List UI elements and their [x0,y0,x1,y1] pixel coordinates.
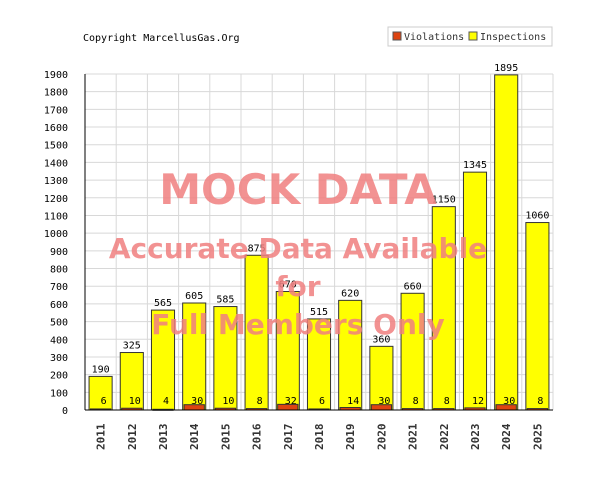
y-tick-label: 200 [50,371,68,382]
y-tick-label: 0 [62,406,68,417]
x-tick-label: 2018 [313,424,326,451]
y-tick-label: 1900 [44,70,68,81]
x-tick-label: 2022 [438,424,451,451]
y-tick-label: 900 [50,247,68,258]
x-tick-label: 2025 [531,424,544,451]
violations-data-label: 14 [347,396,359,407]
x-tick-label: 2023 [469,424,482,451]
violations-data-label: 4 [163,396,169,407]
inspections-data-label: 1060 [525,211,549,222]
y-tick-label: 1100 [44,211,68,222]
inspections-bar [462,171,488,411]
x-tick-label: 2013 [157,424,170,451]
y-tick-label: 1200 [44,194,68,205]
watermark-line-1: MOCK DATA [159,165,437,214]
legend-label-inspections: Inspections [480,32,546,43]
inspections-data-label: 565 [154,298,172,309]
inspections-data-label: 325 [123,341,141,352]
violations-data-label: 8 [444,396,450,407]
inspections-data-label: 585 [216,295,234,306]
y-tick-label: 700 [50,282,68,293]
inspections-data-label: 515 [310,307,328,318]
x-tick-label: 2019 [344,424,357,451]
violations-data-label: 30 [191,396,203,407]
violations-data-label: 6 [319,396,325,407]
watermark-line-2: Accurate Data Available [109,232,487,265]
violations-data-label: 12 [472,396,484,407]
x-tick-label: 2021 [407,423,420,450]
violations-data-label: 8 [257,396,263,407]
inspections-data-label: 1345 [463,160,487,171]
violations-data-label: 10 [129,396,141,407]
y-axis: 0 100 200 300 400 500 600 700 800 900 1000 1100 1200… [44,70,86,417]
x-tick-label: 2011 [95,423,108,450]
inspections-bar [494,74,519,411]
y-tick-label: 1300 [44,176,68,187]
y-tick-label: 1500 [44,141,68,152]
violations-data-label: 6 [101,396,107,407]
violations-data-label: 8 [413,396,419,407]
y-tick-label: 1600 [44,123,68,134]
y-tick-label: 1800 [44,88,68,99]
y-tick-label: 500 [50,318,68,329]
y-tick-label: 1700 [44,105,68,116]
x-axis: 2011 2012 2013 2014 2015 2016 2017 2018 2019 2020… [85,409,553,451]
legend-swatch-inspections [468,31,478,41]
x-tick-label: 2020 [375,424,388,451]
inspections-data-label: 875 [248,243,266,254]
inspections-data-label: 360 [372,334,390,345]
y-tick-label: 1000 [44,229,68,240]
inspections-data-label: 1150 [432,195,456,206]
violations-data-label: 32 [285,396,297,407]
x-tick-label: 2024 [500,423,513,450]
x-tick-label: 2015 [219,424,232,451]
x-tick-label: 2017 [282,424,295,451]
violations-data-label: 30 [503,396,515,407]
inspections-bar [525,222,550,411]
x-tick-label: 2016 [251,423,264,450]
y-tick-label: 100 [50,388,68,399]
watermark-line-4: Full Members Only [151,308,444,341]
x-tick-label: 2014 [188,423,201,450]
y-tick-label: 800 [50,265,68,276]
x-tick-label: 2012 [126,424,139,451]
inspections-data-label: 620 [341,288,359,299]
copyright-text: Copyright MarcellusGas.Org [83,33,240,44]
inspections-data-label: 1895 [494,63,518,74]
inspections-data-label: 670 [279,280,297,291]
inspections-data-label: 190 [92,364,110,375]
inspections-data-label: 605 [185,291,203,302]
legend-swatch-violations [392,31,402,41]
violations-data-label: 8 [537,396,543,407]
y-tick-label: 300 [50,353,68,364]
bars: 190 6 325 10 565 4 605 30 585 10 875 8 670 32 515 6 620 1… [88,63,550,411]
y-tick-label: 400 [50,335,68,346]
watermark-line-3: for [275,270,320,303]
violations-data-label: 10 [222,396,234,407]
violations-data-label: 30 [378,396,390,407]
y-tick-label: 600 [50,300,68,311]
legend: Violations Inspections [387,26,553,47]
inspections-data-label: 660 [404,281,422,292]
watermark: MOCK DATA Accurate Data Available for Fu… [109,165,487,341]
y-tick-label: 1400 [44,158,68,169]
legend-label-violations: Violations [404,32,464,43]
